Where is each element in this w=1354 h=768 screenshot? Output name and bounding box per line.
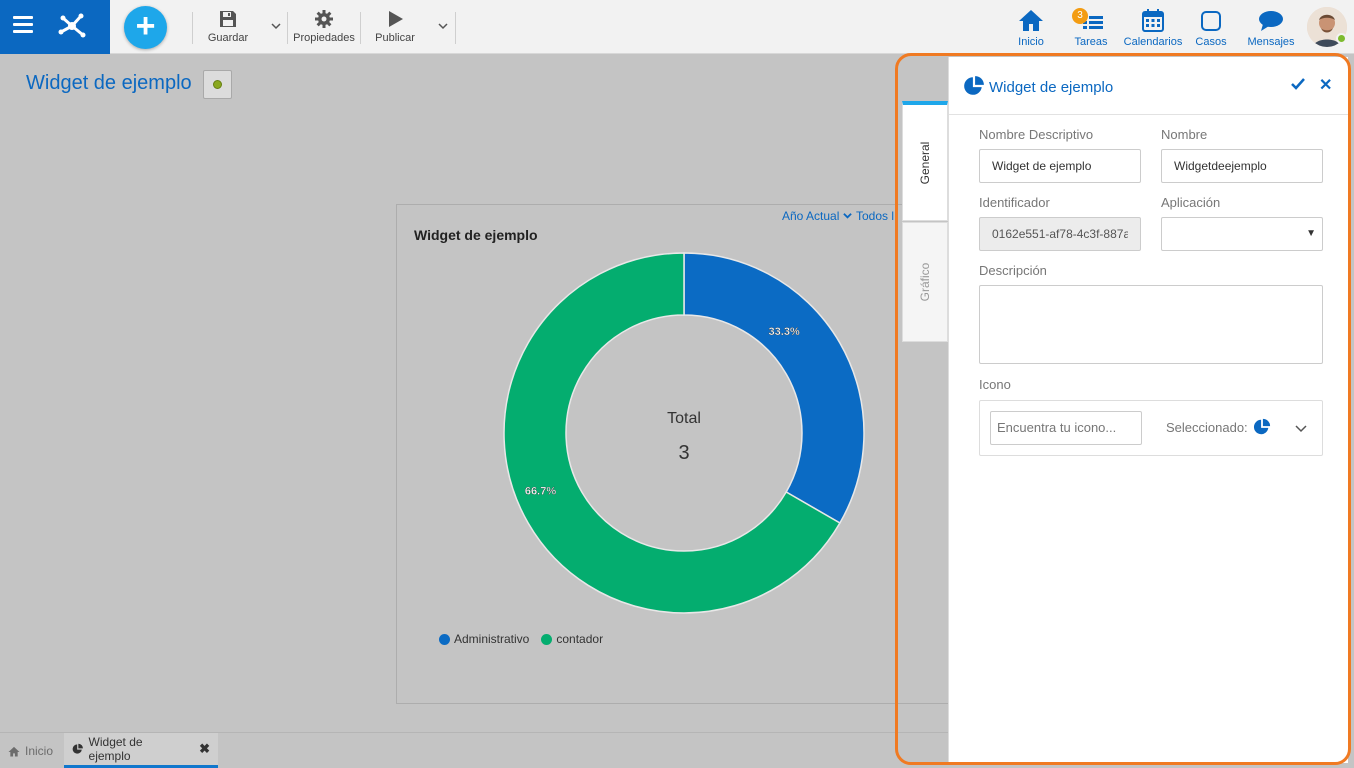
confirm-check-icon[interactable] (1291, 77, 1305, 91)
page-title: Widget de ejemplo (26, 72, 192, 94)
properties-panel: Widget de ejemplo ✕ Nombre Descriptivo N… (948, 57, 1349, 763)
toolbar-divider (287, 12, 288, 44)
save-label: Guardar (207, 32, 249, 44)
legend-item-administrativo[interactable]: Administrativo (439, 632, 529, 646)
home-icon (1014, 6, 1048, 32)
widget-title: Widget de ejemplo (414, 227, 538, 243)
floppy-disk-icon (206, 8, 250, 30)
nav-home-label: Inicio (1018, 36, 1044, 48)
icon-search-input[interactable]: Encuentra tu icono... (990, 411, 1142, 445)
cases-square-icon (1194, 6, 1228, 32)
calendar-icon (1122, 6, 1184, 32)
bottom-tab-widget-label: Widget de ejemplo (88, 735, 143, 763)
select-arrow-icon: ▼ (1306, 228, 1316, 239)
slice-percent-label: 33.3% (769, 326, 800, 338)
tab-general-label: General (918, 141, 932, 184)
nav-home[interactable]: Inicio (1014, 6, 1048, 48)
nav-cases-label: Casos (1195, 36, 1227, 48)
toolbar-divider (455, 12, 456, 44)
gear-icon (292, 8, 356, 30)
tasks-count-badge: 3 (1072, 8, 1088, 24)
nav-calendars[interactable]: Calendarios (1122, 6, 1184, 48)
legend-color-dot (439, 633, 450, 645)
add-button[interactable]: + (124, 6, 167, 49)
nombre-descriptivo-input[interactable] (979, 149, 1141, 183)
legend-label: contador (556, 632, 604, 646)
donut-center-value: 3 (678, 442, 689, 464)
nombre-label: Nombre (1161, 127, 1208, 142)
icon-picker-chevron-down-icon[interactable] (1294, 421, 1308, 435)
hamburger-menu-icon[interactable] (13, 16, 33, 36)
all-filter-dropdown[interactable]: Todos l (856, 209, 894, 223)
identificador-input (979, 217, 1141, 251)
status-dot (213, 80, 222, 89)
panel-title: Widget de ejemplo (989, 79, 1114, 96)
chat-bubble-icon (1246, 6, 1296, 32)
bottom-tab-bar: Inicio Widget de ejemplo ✖ (0, 732, 950, 768)
app-logo-icon[interactable] (54, 8, 90, 44)
brand-area (0, 0, 110, 54)
legend-color-dot (541, 633, 553, 645)
toolbar-divider (360, 12, 361, 44)
legend-item-contador[interactable]: contador (541, 632, 603, 646)
nav-tasks-label: Tareas (1074, 36, 1108, 48)
donut-chart: 33.3% 66.7% Total 3 (503, 252, 865, 614)
properties-button[interactable]: Propiedades (292, 8, 356, 44)
slice-percent-label: 66.7% (525, 485, 556, 497)
panel-vertical-tabs: General Gráfico (900, 101, 948, 351)
pie-chart-icon (72, 743, 83, 754)
close-icon[interactable]: ✕ (1319, 77, 1333, 94)
save-button[interactable]: Guardar (206, 8, 250, 44)
all-filter-label: Todos l (856, 209, 895, 223)
widget-card: Widget de ejemplo Año Actual Todos l 33.… (396, 204, 956, 704)
save-options-chevron-down-icon[interactable] (270, 20, 282, 32)
tasks-list-icon (1072, 6, 1110, 32)
nav-tasks[interactable]: 3 Tareas (1072, 6, 1110, 48)
toolbar-divider (192, 12, 193, 44)
seleccionado-label: Seleccionado: (1166, 420, 1248, 435)
publish-label: Publicar (375, 32, 415, 44)
status-indicator[interactable] (203, 70, 232, 99)
legend-label: Administrativo (454, 632, 530, 646)
chevron-down-icon (842, 213, 852, 219)
selected-pie-chart-icon (1253, 418, 1271, 435)
bottom-tab-widget[interactable]: Widget de ejemplo ✖ (64, 733, 218, 768)
properties-label: Propiedades (293, 32, 355, 44)
close-tab-icon[interactable]: ✖ (199, 741, 210, 756)
donut-slice-administrativo[interactable] (683, 252, 865, 525)
icon-picker: Encuentra tu icono... Seleccionado: (979, 400, 1323, 456)
nav-messages-label: Mensajes (1247, 36, 1295, 48)
nav-messages[interactable]: Mensajes (1246, 6, 1296, 48)
pie-chart-icon (964, 76, 984, 95)
nombre-input[interactable] (1161, 149, 1323, 183)
tab-grafico-label: Gráfico (918, 262, 932, 302)
icono-label: Icono (979, 377, 1011, 392)
publish-button[interactable]: Publicar (372, 8, 418, 44)
bottom-tab-home-label: Inicio (25, 744, 54, 758)
identificador-label: Identificador (979, 195, 1050, 210)
aplicacion-label: Aplicación (1161, 195, 1221, 210)
year-filter-dropdown[interactable]: Año Actual (782, 209, 852, 223)
donut-center-label: Total (667, 410, 701, 427)
play-icon (372, 8, 418, 30)
aplicacion-select[interactable]: ▼ (1161, 217, 1323, 251)
bottom-tab-home[interactable]: Inicio (0, 733, 61, 768)
year-filter-label: Año Actual (782, 209, 840, 223)
donut-slice-contador[interactable] (503, 252, 841, 614)
top-toolbar: + Guardar Propiedades Publicar Inicio 3 (0, 0, 1354, 54)
descripcion-label: Descripción (979, 263, 1047, 278)
panel-header: Widget de ejemplo ✕ (949, 57, 1349, 115)
tab-general[interactable]: General (902, 101, 948, 221)
tab-grafico[interactable]: Gráfico (902, 222, 948, 342)
nombre-descriptivo-label: Nombre Descriptivo (979, 127, 1094, 142)
nav-cases[interactable]: Casos (1194, 6, 1228, 48)
nav-calendars-label: Calendarios (1123, 36, 1183, 48)
descripcion-textarea[interactable] (979, 285, 1323, 364)
publish-options-chevron-down-icon[interactable] (437, 20, 449, 32)
online-status-dot (1336, 33, 1347, 44)
home-icon (8, 746, 20, 757)
chart-legend: Administrativo contador (439, 632, 603, 646)
